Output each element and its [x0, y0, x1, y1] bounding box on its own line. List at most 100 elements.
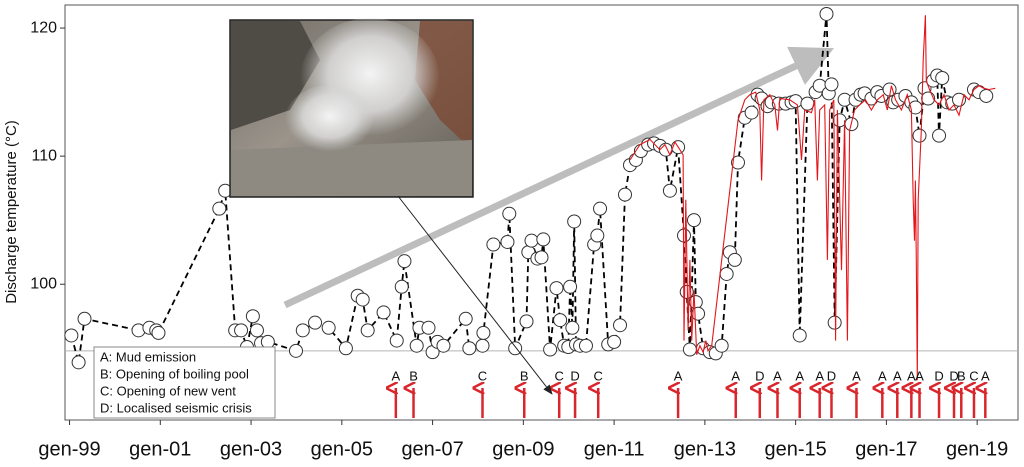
event-label: D [755, 368, 764, 383]
event-label: A [773, 368, 782, 383]
data-point [151, 325, 166, 340]
data-point [800, 96, 815, 111]
data-point [436, 338, 451, 353]
data-point [543, 342, 558, 357]
data-point [979, 88, 994, 103]
data-point [77, 311, 92, 326]
event-label: B [957, 368, 966, 383]
x-tick-label: gen-05 [311, 438, 373, 460]
event-label: D [827, 368, 836, 383]
data-point [476, 325, 491, 340]
data-point [932, 128, 947, 143]
plot-frame [64, 4, 1019, 421]
data-point [613, 318, 628, 333]
photo [229, 18, 474, 198]
data-point [524, 233, 539, 248]
data-point [679, 284, 694, 299]
data-point [486, 237, 501, 252]
data-point [827, 315, 842, 330]
data-point [534, 250, 549, 265]
data-point [71, 355, 86, 370]
event-label: C [555, 368, 564, 383]
data-point [912, 128, 927, 143]
x-tick-label: gen-01 [129, 438, 191, 460]
data-point [234, 323, 249, 338]
data-point [397, 254, 412, 269]
event-label: D [570, 368, 579, 383]
data-point [458, 311, 473, 326]
data-point [567, 214, 582, 229]
x-tick-label: gen-19 [946, 438, 1008, 460]
x-tick-label: gen-09 [492, 438, 554, 460]
data-point [921, 91, 936, 106]
data-point [421, 320, 436, 335]
data-point [714, 338, 729, 353]
x-tick-label: gen-15 [764, 438, 826, 460]
data-point [64, 328, 79, 343]
legend: A: Mud emission B: Opening of boiling po… [93, 346, 276, 419]
data-point [245, 309, 260, 324]
data-point [590, 228, 605, 243]
x-tick-label: gen-07 [401, 438, 463, 460]
data-point [824, 77, 839, 92]
x-tick-label: gen-13 [674, 438, 736, 460]
event-label: C [969, 368, 978, 383]
data-point [935, 71, 950, 86]
data-point [338, 341, 353, 356]
data-point [389, 333, 404, 348]
data-point [744, 105, 759, 120]
legend-box [93, 346, 276, 419]
event-label: A [915, 368, 924, 383]
event-label: D [934, 368, 943, 383]
legend-text: D: Localised seismic crisis [100, 400, 252, 415]
legend-text: B: Opening of boiling pool [100, 366, 249, 381]
event-label: A [893, 368, 902, 383]
event-label: A [674, 368, 683, 383]
data-point [360, 323, 375, 338]
data-point [295, 323, 310, 338]
series-line [629, 15, 996, 381]
data-point [607, 334, 622, 349]
x-tick-label: gen-99 [38, 438, 100, 460]
y-tick-label: 110 [31, 147, 57, 164]
data-point [500, 234, 515, 249]
event-label: A [795, 368, 804, 383]
data-point [376, 305, 391, 320]
y-tick-label: 120 [30, 19, 57, 36]
data-point [212, 201, 227, 216]
data-point [727, 252, 742, 267]
legend-text: A: Mud emission [100, 349, 196, 364]
photo-pointer [397, 195, 553, 395]
event-label: A [391, 368, 400, 383]
data-point [819, 6, 834, 21]
data-point [249, 323, 264, 338]
data-point [719, 266, 734, 281]
event-label: A [878, 368, 887, 383]
data-point [662, 183, 677, 198]
data-point [475, 338, 490, 353]
data-point [549, 281, 564, 296]
event-label: A [731, 368, 740, 383]
data-point [355, 292, 370, 307]
event-label: A [907, 368, 916, 383]
event-label: B [520, 368, 529, 383]
event-label: A [852, 368, 861, 383]
event-label: B [409, 368, 418, 383]
data-point [553, 313, 568, 328]
data-point [593, 201, 608, 216]
data-point [730, 155, 745, 170]
data-point [321, 320, 336, 335]
y-axis-label: Discharge temperature (°C) [3, 120, 20, 304]
event-label: A [981, 368, 990, 383]
data-point [519, 314, 534, 329]
data-point [394, 279, 409, 294]
data-point [260, 334, 275, 349]
trend-arrow [283, 46, 835, 309]
data-point [502, 206, 517, 221]
x-tick-label: gen-17 [855, 438, 917, 460]
x-tick-label: gen-11 [584, 438, 645, 460]
data-point [288, 343, 303, 358]
data-point [792, 328, 807, 343]
data-point [618, 187, 633, 202]
